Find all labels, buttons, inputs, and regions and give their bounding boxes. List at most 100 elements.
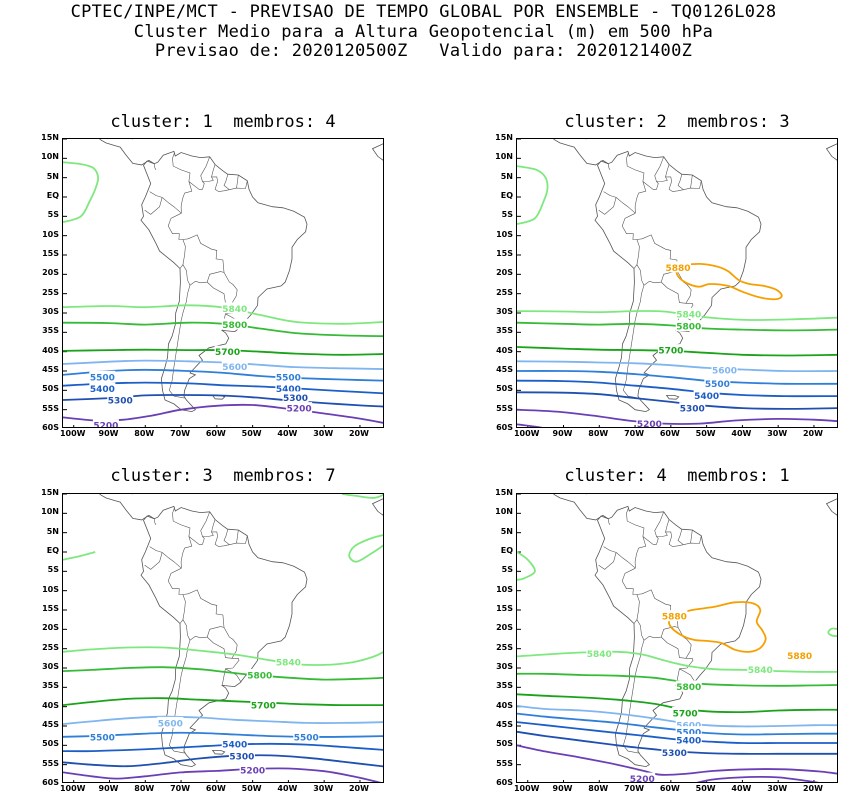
- contour-5800: [63, 666, 383, 681]
- lat-tick-label: 25S: [42, 642, 59, 652]
- lon-tick-label: 40W: [277, 784, 298, 793]
- lat-tick-label: 55S: [496, 403, 513, 413]
- lon-tick-label: 40W: [731, 429, 752, 438]
- lat-tick-label: 10N: [495, 507, 513, 517]
- panel-3-title: cluster: 3 membros: 7: [110, 466, 336, 486]
- contour-5400: [517, 379, 837, 398]
- lon-tick-label: 60W: [659, 784, 680, 793]
- lat-tick-label: 60S: [496, 423, 513, 432]
- country-border: [161, 197, 182, 214]
- country-border: [188, 181, 205, 190]
- contour-label-background: [250, 699, 277, 711]
- contour-label-background: [786, 649, 813, 661]
- contour-5800: [517, 321, 837, 332]
- lat-tick-label: 5N: [46, 171, 59, 181]
- lat-tick-label: 15S: [42, 249, 59, 258]
- country-border: [200, 511, 214, 537]
- country-border: [677, 174, 684, 190]
- contour-5300: [517, 391, 837, 410]
- contour-label-background: [704, 377, 731, 389]
- lon-tick-label: 20W: [348, 784, 369, 793]
- panel-4-svg: 5880588058405840580057005600550054005300…: [517, 494, 837, 783]
- contour-label-background: [107, 394, 134, 405]
- lat-tick-label: 5N: [500, 526, 513, 536]
- contour-label-5600: 5600: [712, 367, 737, 377]
- lat-tick-label: 15S: [496, 249, 513, 258]
- contour-label-5800: 5800: [247, 671, 272, 681]
- country-border: [665, 164, 702, 192]
- country-border: [607, 163, 611, 171]
- lat-tick-label: 60S: [496, 778, 513, 787]
- lat-tick-label: 5S: [501, 210, 513, 220]
- coastline: [99, 494, 155, 521]
- lat-tick-label: 30S: [496, 307, 513, 316]
- contour-5880: [675, 262, 783, 301]
- contour-label-background: [665, 261, 691, 273]
- lat-tick-label: 15N: [495, 133, 513, 142]
- contour-label-5880: 5880: [665, 264, 690, 274]
- contour-label-5700: 5700: [658, 347, 683, 357]
- lon-tick-label: 60W: [205, 784, 226, 793]
- contour-5840: [63, 551, 96, 561]
- country-border: [603, 546, 617, 553]
- country-border: [615, 552, 636, 569]
- lat-tick-label: 20S: [496, 268, 513, 278]
- country-border: [149, 191, 163, 198]
- contour-label-5840: 5840: [587, 650, 612, 660]
- panel-3-map: 5840 5800 5700 5600 5500 5500 5400 5300 5200: [62, 493, 384, 783]
- contour-label-background: [629, 772, 656, 782]
- contour-label-background: [675, 307, 702, 319]
- lat-tick-label: 10N: [495, 152, 513, 162]
- lat-tick-label: 10S: [496, 229, 513, 239]
- lat-tick-label: EQ: [46, 546, 59, 555]
- island: [665, 395, 680, 400]
- country-border: [598, 197, 617, 215]
- contour-label-background: [228, 750, 255, 762]
- lat-tick-label: 15N: [41, 133, 59, 142]
- contour-label-5200: 5200: [240, 767, 265, 777]
- country-border: [642, 536, 659, 545]
- contour-label-background: [275, 382, 302, 394]
- contour-label-background: [221, 318, 248, 330]
- contour-5840: [63, 161, 100, 223]
- contour-5840: [348, 534, 383, 563]
- country-border: [690, 529, 693, 544]
- country-border: [603, 191, 617, 198]
- contour-label-5880: 5880: [662, 613, 687, 623]
- lat-tick-label: 10S: [496, 584, 513, 594]
- lat-tick-label: 45S: [42, 720, 59, 729]
- lat-tick-label: EQ: [500, 191, 513, 200]
- lat-tick-label: 35S: [496, 326, 513, 336]
- country-border: [180, 192, 185, 214]
- contour-label-background: [675, 320, 702, 332]
- contour-label-background: [239, 764, 266, 776]
- lat-tick-label: EQ: [46, 191, 59, 200]
- coastline: [825, 143, 837, 161]
- lon-tick-label: 90W: [98, 784, 119, 793]
- panel-2-map: 5880 5840 5800 5700 5600 5500 5400 5300 5200: [516, 138, 838, 428]
- country-border: [654, 511, 668, 537]
- contour-5840: [827, 627, 837, 638]
- panel-2-title: cluster: 2 membros: 3: [564, 112, 790, 132]
- country-border: [225, 668, 242, 683]
- country-border: [149, 546, 163, 553]
- coastline: [140, 505, 308, 768]
- lat-tick-label: 30S: [42, 662, 59, 671]
- contour-label-5300: 5300: [229, 753, 254, 763]
- contour-5400: [63, 381, 383, 395]
- contour-label-background: [293, 730, 320, 742]
- contour-label-background: [675, 719, 702, 731]
- lon-tick-label: 80W: [134, 429, 155, 438]
- lat-tick-label: 60S: [42, 423, 59, 432]
- lon-tick-label: 40W: [277, 429, 298, 438]
- contour-5840: [517, 650, 837, 673]
- country-border: [621, 212, 640, 269]
- country-border: [660, 627, 692, 659]
- lat-tick-label: 10S: [42, 584, 59, 594]
- coastline: [99, 139, 155, 166]
- contour-label-5200: 5200: [630, 775, 655, 783]
- contour-label-5200: 5200: [637, 420, 662, 428]
- contour-label-5400: 5400: [694, 392, 719, 402]
- country-border: [223, 529, 230, 545]
- country-border: [180, 547, 185, 569]
